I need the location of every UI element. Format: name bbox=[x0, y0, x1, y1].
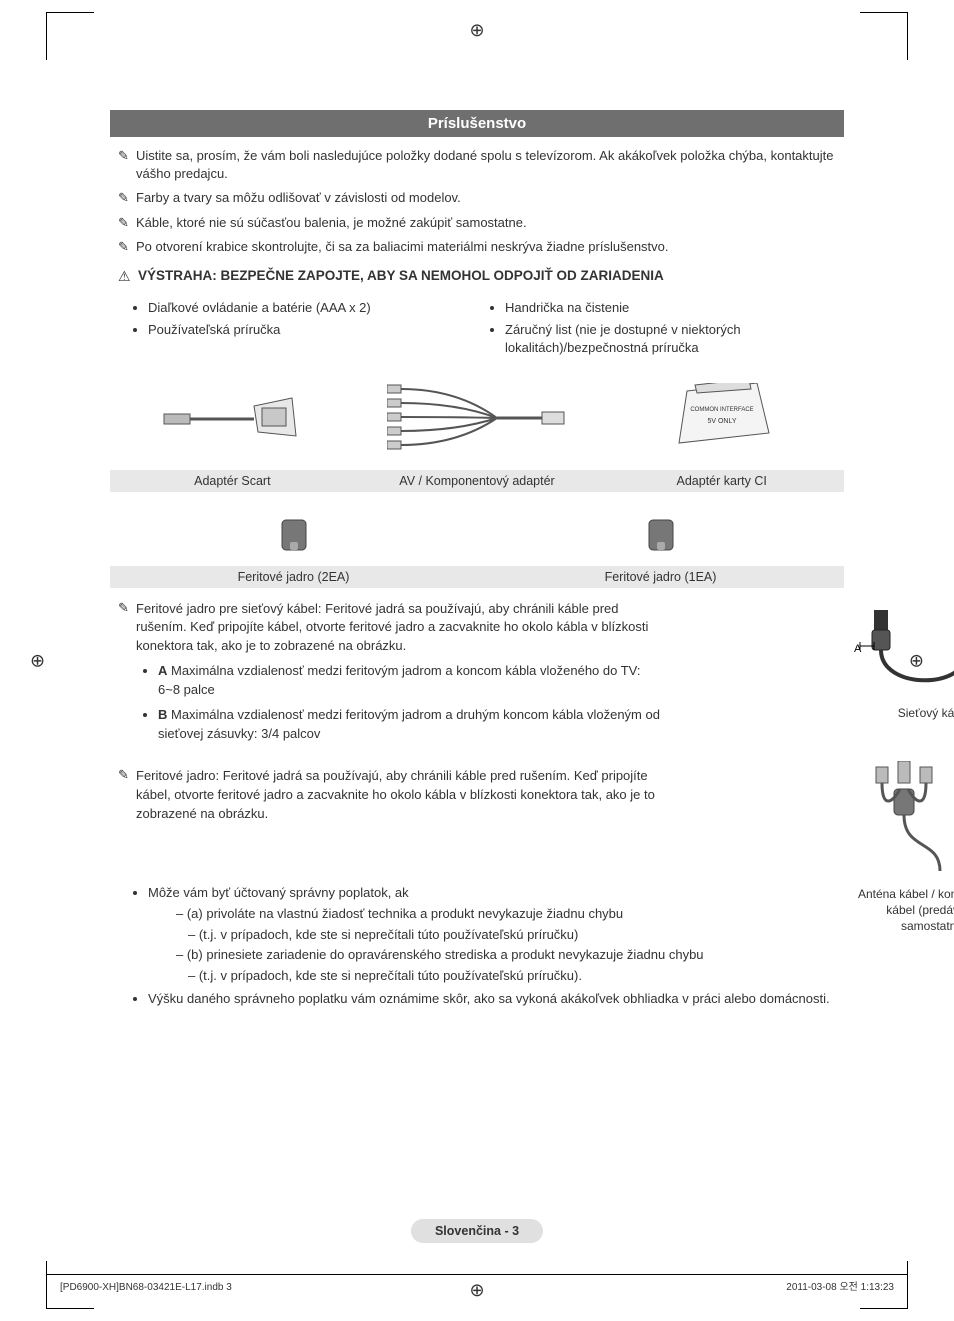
accessory-row bbox=[110, 510, 844, 560]
fee-sub: (a) privoláte na vlastnú žiadosť technik… bbox=[176, 905, 844, 924]
note-text: Uistite sa, prosím, že vám boli nasleduj… bbox=[136, 147, 844, 183]
page-content: Príslušenstvo ✎ Uistite sa, prosím, že v… bbox=[110, 110, 844, 1013]
text-b: Maximálna vzdialenosť medzi feritovým ja… bbox=[158, 707, 660, 741]
list-item: A Maximálna vzdialenosť medzi feritovým … bbox=[158, 662, 664, 700]
label-b: B bbox=[158, 707, 167, 722]
ferrite-lead: Feritové jadro pre sieťový kábel: Ferito… bbox=[136, 601, 648, 654]
ferrite-note-block: ✎ Feritové jadro: Feritové jadrá sa použ… bbox=[110, 767, 844, 824]
crop-mark bbox=[860, 12, 908, 60]
section-title: Príslušenstvo bbox=[110, 110, 844, 137]
fee-sub: (b) prinesiete zariadenie do opravárensk… bbox=[176, 946, 844, 965]
footer-right-text: 2011-03-08 오전 1:13:23 bbox=[786, 1278, 894, 1293]
note-icon: ✎ bbox=[118, 214, 136, 232]
ferrite-lead: Feritové jadro: Feritové jadrá sa použív… bbox=[136, 768, 655, 821]
footer-left-text: [PD6900-XH]BN68-03421E-L17.indb 3 bbox=[60, 1282, 232, 1293]
figure-caption: Sieťový kábel bbox=[854, 706, 954, 722]
intro-notes: ✎ Uistite sa, prosím, že vám boli nasled… bbox=[110, 147, 844, 256]
power-cable-figure: A B Sieťový kábel bbox=[854, 600, 954, 722]
accessory-cell bbox=[110, 378, 355, 458]
accessory-row: COMMON INTERFACE 5V ONLY bbox=[110, 378, 844, 458]
list-item: Diaľkové ovládanie a batérie (AAA x 2) bbox=[148, 299, 487, 317]
registration-mark-icon: ⊕ bbox=[469, 1280, 484, 1301]
accessory-label: AV / Komponentový adaptér bbox=[355, 470, 600, 492]
list-item: Môže vám byť účtovaný správny poplatok, … bbox=[148, 884, 844, 986]
fig-a-label: A bbox=[854, 643, 862, 655]
footer-divider bbox=[46, 1274, 908, 1275]
accessory-label-row: Feritové jadro (2EA) Feritové jadro (1EA… bbox=[110, 562, 844, 588]
note-item: ✎ Uistite sa, prosím, že vám boli nasled… bbox=[118, 147, 844, 183]
note-icon: ✎ bbox=[118, 147, 136, 183]
list-item: Handrička na čistenie bbox=[505, 299, 844, 317]
warning-text: VÝSTRAHA: BEZPEČNE ZAPOJTE, ABY SA NEMOH… bbox=[138, 268, 664, 285]
note-text: Farby a tvary sa môžu odlišovať v závisl… bbox=[136, 189, 844, 207]
list-item: Výšku daného správneho poplatku vám ozná… bbox=[148, 990, 844, 1009]
ferrite-body: Feritové jadro pre sieťový kábel: Ferito… bbox=[136, 600, 844, 750]
warning-icon: ⚠ bbox=[118, 268, 138, 285]
note-icon: ✎ bbox=[118, 189, 136, 207]
ferrite-note-block: ✎ Feritové jadro pre sieťový kábel: Feri… bbox=[110, 600, 844, 750]
accessory-label: Feritové jadro (2EA) bbox=[110, 566, 477, 588]
fee-line1: Môže vám byť účtovaný správny poplatok, … bbox=[148, 885, 409, 900]
included-right: Handrička na čistenie Záručný list (nie … bbox=[487, 295, 844, 362]
scart-adapter-icon bbox=[110, 378, 355, 458]
note-icon: ✎ bbox=[118, 238, 136, 256]
text-a: Maximálna vzdialenosť medzi feritovým ja… bbox=[158, 663, 640, 697]
ci-text: COMMON INTERFACE bbox=[690, 407, 753, 413]
registration-mark-icon: ⊕ bbox=[469, 20, 484, 41]
ferrite-core-icon bbox=[477, 510, 844, 560]
included-items: Diaľkové ovládanie a batérie (AAA x 2) P… bbox=[130, 295, 844, 362]
ci-text: 5V ONLY bbox=[707, 418, 736, 425]
note-item: ✎ Farby a tvary sa môžu odlišovať v závi… bbox=[118, 189, 844, 207]
list-item: Záručný list (nie je dostupné v niektorý… bbox=[505, 321, 844, 357]
fee-sub: (t.j. v prípadoch, kde ste si neprečítal… bbox=[188, 967, 844, 986]
note-item: ✎ Káble, ktoré nie sú súčasťou balenia, … bbox=[118, 214, 844, 232]
note-text: Káble, ktoré nie sú súčasťou balenia, je… bbox=[136, 214, 844, 232]
fee-sub: (t.j. v prípadoch, kde ste si neprečítal… bbox=[188, 926, 844, 945]
ferrite-body: Feritové jadro: Feritové jadrá sa použív… bbox=[136, 767, 844, 824]
note-item: ✎ Po otvorení krabice skontrolujte, či s… bbox=[118, 238, 844, 256]
accessory-cell bbox=[477, 510, 844, 560]
warning-row: ⚠ VÝSTRAHA: BEZPEČNE ZAPOJTE, ABY SA NEM… bbox=[118, 268, 844, 285]
note-icon: ✎ bbox=[118, 767, 136, 824]
accessory-cell bbox=[110, 510, 477, 560]
accessory-label-row: Adaptér Scart AV / Komponentový adaptér … bbox=[110, 466, 844, 492]
accessory-cell: COMMON INTERFACE 5V ONLY bbox=[599, 378, 844, 458]
crop-mark bbox=[46, 12, 94, 60]
list-item: Používateľská príručka bbox=[148, 321, 487, 339]
antenna-cable-figure: Anténa kábel / komponentný kábel (predáv… bbox=[854, 761, 954, 934]
note-text: Po otvorení krabice skontrolujte, či sa … bbox=[136, 238, 844, 256]
accessory-label: Feritové jadro (1EA) bbox=[477, 566, 844, 588]
ferrite-sublist: A Maximálna vzdialenosť medzi feritovým … bbox=[158, 662, 664, 743]
accessory-label: Adaptér Scart bbox=[110, 470, 355, 492]
accessory-cell bbox=[355, 378, 600, 458]
ferrite-core-icon bbox=[110, 510, 477, 560]
figure-caption: Anténa kábel / komponentný kábel (predáv… bbox=[854, 887, 954, 934]
accessory-label: Adaptér karty CI bbox=[599, 470, 844, 492]
label-a: A bbox=[158, 663, 167, 678]
list-item: B Maximálna vzdialenosť medzi feritovým … bbox=[158, 706, 664, 744]
note-icon: ✎ bbox=[118, 600, 136, 750]
registration-mark-icon: ⊕ bbox=[30, 650, 45, 671]
fee-block: Môže vám byť účtovaný správny poplatok, … bbox=[130, 884, 844, 1009]
included-left: Diaľkové ovládanie a batérie (AAA x 2) P… bbox=[130, 295, 487, 362]
page-footer: Slovenčina - 3 bbox=[411, 1219, 543, 1243]
ci-card-adapter-icon: COMMON INTERFACE 5V ONLY bbox=[599, 378, 844, 458]
av-component-adapter-icon bbox=[355, 378, 600, 458]
